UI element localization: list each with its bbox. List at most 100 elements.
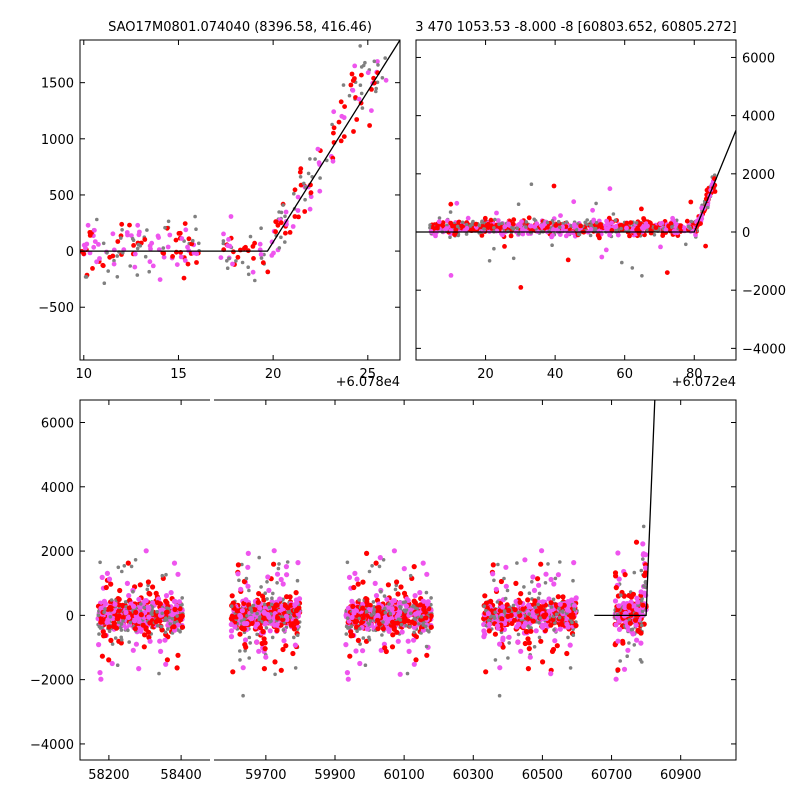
data-point: [157, 671, 161, 676]
data-point: [234, 259, 238, 263]
data-point: [193, 214, 197, 219]
data-point: [246, 265, 250, 270]
data-point: [395, 591, 401, 597]
data-point: [108, 606, 114, 612]
data-point: [613, 585, 619, 591]
data-point: [126, 628, 130, 633]
data-point: [452, 232, 457, 238]
data-point: [673, 221, 679, 227]
data-point: [548, 671, 554, 677]
data-point: [437, 216, 442, 220]
data-point: [527, 654, 533, 660]
axes-frame-top-left: [79, 39, 401, 361]
data-point: [555, 572, 562, 578]
data-point: [267, 628, 273, 634]
data-point: [537, 620, 541, 625]
data-point: [616, 626, 623, 633]
data-point: [341, 134, 347, 140]
data-point: [147, 638, 153, 644]
data-point: [158, 648, 164, 655]
data-point: [401, 566, 407, 572]
data-point: [508, 233, 514, 239]
data-point: [131, 589, 135, 594]
data-point: [239, 608, 245, 614]
data-point: [353, 648, 359, 654]
data-point: [546, 562, 550, 566]
data-point: [231, 249, 236, 255]
data-point: [147, 259, 153, 265]
data-point: [531, 587, 538, 594]
data-point: [165, 244, 171, 250]
data-point: [145, 579, 151, 585]
data-point: [132, 626, 138, 632]
x-offset-label-top-left: +6.078e4: [336, 375, 400, 390]
data-point: [627, 641, 631, 645]
data-point: [613, 622, 619, 628]
data-point: [403, 603, 409, 609]
data-point: [127, 640, 131, 644]
data-point: [106, 657, 112, 663]
data-point: [261, 615, 267, 621]
data-point: [101, 241, 106, 246]
chart-title-top-right: 3 470 1053.53 -8.000 -8 [60803.652, 6080…: [415, 20, 736, 35]
data-point: [645, 228, 650, 233]
data-point: [380, 633, 384, 637]
data-point: [412, 630, 416, 635]
data-point: [100, 629, 106, 635]
data-point: [526, 646, 532, 652]
data-point: [393, 587, 398, 592]
data-point: [249, 620, 255, 627]
data-point: [527, 612, 531, 616]
data-point: [260, 629, 266, 635]
data-point: [277, 246, 282, 250]
data-point: [274, 602, 280, 608]
data-point: [253, 278, 257, 283]
data-point: [150, 584, 156, 590]
data-point: [150, 263, 156, 269]
data-point: [261, 597, 267, 603]
data-point: [349, 71, 355, 77]
data-point: [164, 572, 168, 577]
data-point: [295, 560, 301, 566]
data-point: [424, 624, 428, 629]
data-point: [235, 571, 241, 577]
data-point: [703, 243, 708, 249]
data-point: [427, 629, 431, 634]
data-point: [482, 227, 486, 231]
data-point: [160, 611, 164, 616]
data-point: [235, 254, 241, 260]
data-point: [594, 201, 598, 206]
data-point: [357, 616, 362, 621]
data-point: [618, 659, 622, 663]
data-point: [360, 605, 366, 611]
data-point: [506, 656, 510, 660]
data-point: [241, 578, 247, 585]
data-point: [495, 218, 501, 223]
data-point: [415, 610, 421, 616]
data-point: [616, 618, 622, 624]
data-point: [633, 622, 639, 628]
data-point: [248, 234, 253, 239]
data-point: [153, 590, 159, 596]
data-point: [401, 590, 408, 596]
data-point: [349, 614, 355, 621]
data-point: [123, 600, 128, 604]
data-point: [147, 591, 153, 597]
data-point: [218, 255, 224, 260]
data-point: [538, 616, 543, 620]
data-point: [116, 613, 122, 619]
data-point: [632, 570, 637, 575]
data-point: [569, 224, 573, 228]
data-point: [135, 246, 140, 251]
data-point: [483, 669, 489, 675]
data-point: [228, 214, 234, 219]
data-point: [627, 620, 634, 626]
data-point: [522, 640, 528, 647]
data-point: [525, 636, 531, 642]
data-point: [355, 581, 361, 587]
data-point: [352, 63, 358, 69]
ticks-top-left: 10 15 20 25 −500 0 500 1000 1500: [38, 40, 400, 382]
data-point: [429, 602, 433, 607]
data-point: [550, 219, 555, 223]
data-point: [331, 125, 337, 131]
